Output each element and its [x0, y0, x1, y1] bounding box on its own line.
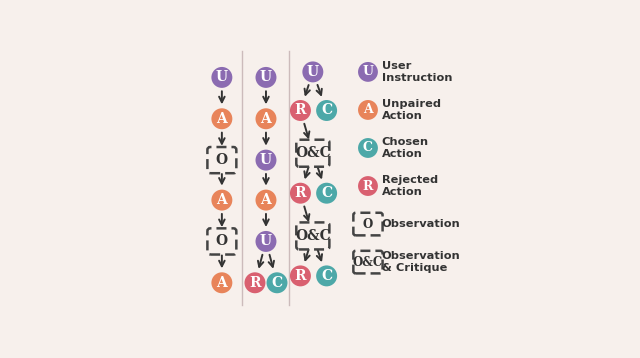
Text: U: U [216, 71, 228, 84]
Ellipse shape [211, 190, 232, 211]
Ellipse shape [255, 67, 276, 88]
Text: Observation: Observation [381, 219, 461, 229]
Text: C: C [271, 276, 283, 290]
Text: R: R [249, 276, 260, 290]
Ellipse shape [255, 150, 276, 171]
Text: C: C [321, 186, 332, 200]
Text: O: O [216, 153, 228, 167]
Ellipse shape [255, 231, 276, 252]
Text: R: R [294, 186, 306, 200]
Text: U: U [260, 153, 272, 167]
Text: O: O [363, 218, 373, 231]
Text: R: R [294, 269, 306, 283]
Text: Observation: Observation [381, 251, 461, 261]
Text: Rejected: Rejected [381, 175, 438, 185]
Text: U: U [362, 66, 374, 78]
Text: R: R [363, 179, 373, 193]
Ellipse shape [211, 108, 232, 129]
Ellipse shape [290, 265, 311, 286]
FancyBboxPatch shape [353, 213, 383, 235]
Ellipse shape [290, 100, 311, 121]
Text: U: U [260, 234, 272, 248]
Ellipse shape [316, 100, 337, 121]
Text: User: User [381, 61, 411, 71]
Ellipse shape [358, 176, 378, 196]
Text: A: A [260, 193, 271, 207]
Text: Chosen: Chosen [381, 137, 429, 147]
Text: A: A [216, 276, 227, 290]
Text: Instruction: Instruction [381, 73, 452, 83]
Ellipse shape [290, 183, 311, 204]
Text: Unpaired: Unpaired [381, 99, 441, 109]
Text: R: R [294, 103, 306, 117]
Ellipse shape [316, 265, 337, 286]
Text: O: O [216, 234, 228, 248]
Ellipse shape [358, 100, 378, 120]
Text: O&C: O&C [295, 229, 331, 243]
Text: U: U [260, 71, 272, 84]
Ellipse shape [211, 67, 232, 88]
Ellipse shape [255, 108, 276, 129]
Ellipse shape [358, 62, 378, 82]
Text: & Critique: & Critique [381, 263, 447, 273]
Text: Action: Action [381, 111, 422, 121]
FancyBboxPatch shape [296, 140, 330, 167]
Text: O&C: O&C [353, 256, 383, 268]
Text: C: C [321, 103, 332, 117]
Text: A: A [216, 112, 227, 126]
Text: C: C [321, 269, 332, 283]
Text: A: A [260, 112, 271, 126]
Text: C: C [363, 141, 373, 155]
FancyBboxPatch shape [296, 222, 330, 250]
Text: Action: Action [381, 149, 422, 159]
Ellipse shape [302, 62, 323, 82]
Ellipse shape [358, 138, 378, 158]
FancyBboxPatch shape [207, 228, 236, 255]
Text: O&C: O&C [295, 146, 331, 160]
Text: A: A [216, 193, 227, 207]
Text: U: U [307, 65, 319, 79]
FancyBboxPatch shape [353, 251, 383, 274]
FancyBboxPatch shape [207, 147, 236, 173]
Text: Action: Action [381, 187, 422, 197]
Text: A: A [363, 103, 373, 116]
Ellipse shape [211, 272, 232, 293]
Ellipse shape [255, 190, 276, 211]
Ellipse shape [266, 272, 287, 293]
Ellipse shape [244, 272, 266, 293]
Ellipse shape [316, 183, 337, 204]
